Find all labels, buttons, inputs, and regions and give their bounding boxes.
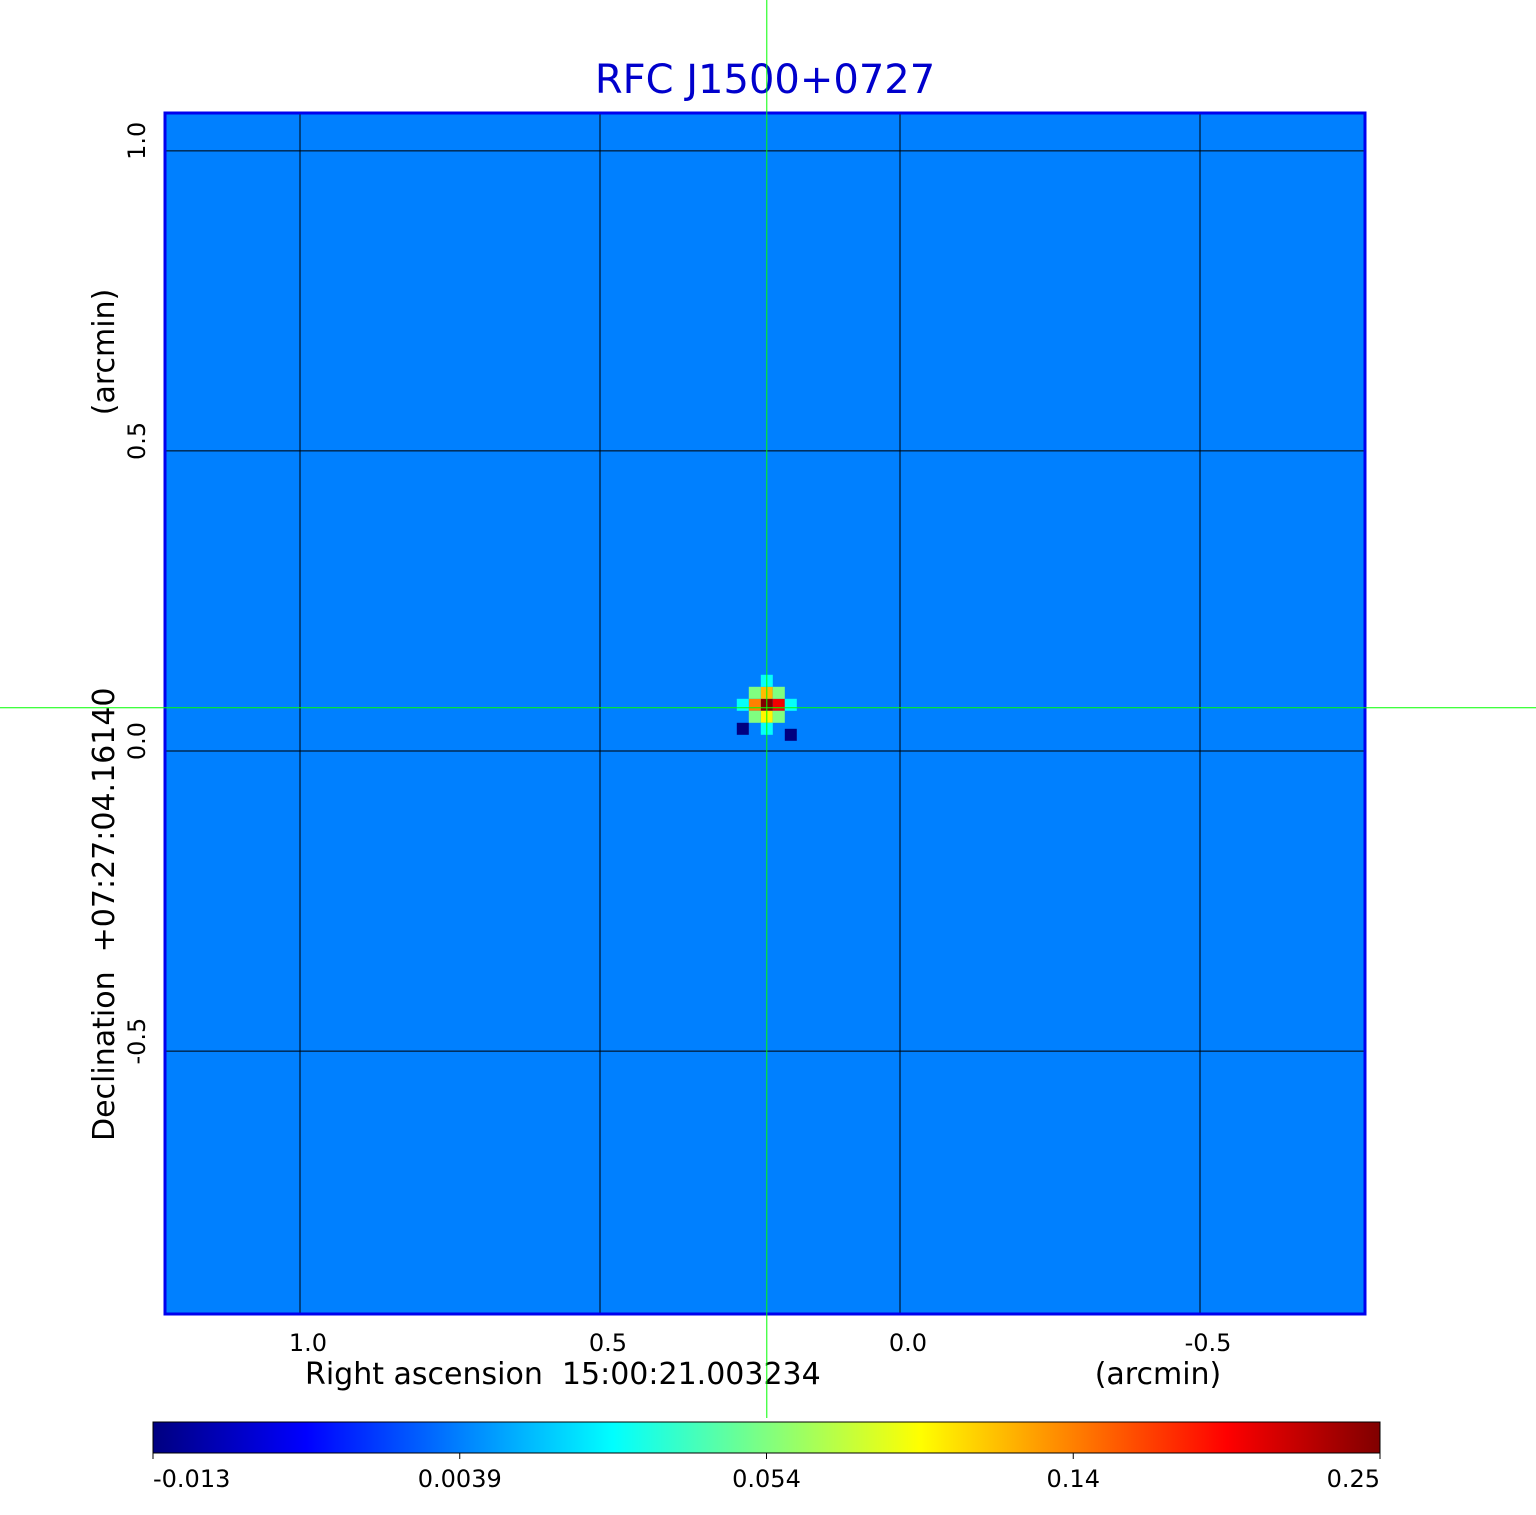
image-pixel: [772, 686, 785, 699]
chart-title: RFC J1500+0727: [595, 57, 935, 103]
image-pixel: [772, 710, 785, 723]
image-pixel: [736, 722, 749, 735]
x-axis-unit: (arcmin): [1095, 1357, 1222, 1392]
plot-frame: [163, 111, 1367, 1316]
image-pixel: [748, 710, 761, 723]
x-tick-label: -0.5: [1185, 1329, 1232, 1357]
colorbar-tick-label: 0.054: [732, 1465, 801, 1493]
y-axis-unit: (arcmin): [87, 289, 122, 416]
colorbar-tick-label: 0.0039: [418, 1465, 502, 1493]
x-tick-label: 0.0: [889, 1329, 927, 1357]
image-pixel: [784, 698, 797, 711]
image-pixel: [736, 698, 749, 711]
y-tick-label: -0.5: [123, 1018, 151, 1065]
image-pixel: [748, 686, 761, 699]
x-axis-label: Right ascension 15:00:21.003234: [305, 1357, 821, 1392]
y-tick-label: 1.0: [123, 122, 151, 160]
x-tick-label: 0.5: [589, 1329, 627, 1357]
image-pixel: [772, 698, 785, 711]
y-tick-label: 0.5: [123, 422, 151, 460]
image-pixel: [784, 728, 797, 741]
image-pixel: [748, 698, 761, 711]
colorbar-tick-label: 0.14: [1047, 1465, 1100, 1493]
y-tick-label: 0.0: [123, 722, 151, 760]
colorbar-tick-label: 0.25: [1327, 1465, 1380, 1493]
colorbar: [152, 1421, 1381, 1454]
colorbar-tick-label: -0.013: [153, 1465, 230, 1493]
x-tick-label: 1.0: [289, 1329, 327, 1357]
y-axis-label: Declination +07:27:04.16140: [87, 687, 122, 1141]
